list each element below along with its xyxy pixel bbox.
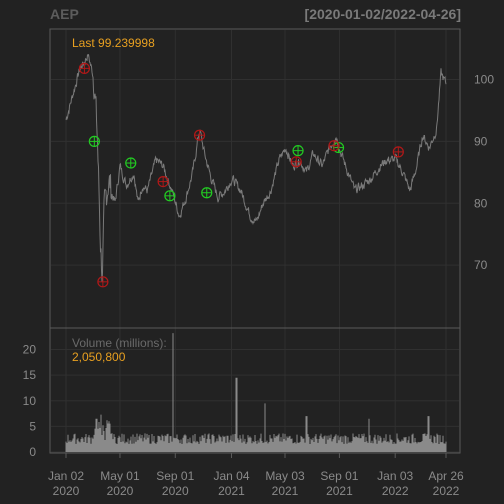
date-tick-year: 2020 [53, 484, 80, 498]
date-tick-month: May 03 [265, 469, 305, 483]
buy-signal-marker [88, 135, 100, 147]
buy-signal-marker [125, 157, 137, 169]
date-tick-month: Sep 01 [156, 469, 194, 483]
volume-tick-label: 0 [29, 445, 36, 459]
volume-last-value: 2,050,800 [72, 350, 126, 364]
date-tick-month: Jan 03 [377, 469, 413, 483]
sell-signal-marker [392, 146, 404, 158]
sell-signal-marker [157, 175, 169, 188]
volume-tick-label: 15 [23, 368, 37, 382]
date-tick-month: Sep 01 [320, 469, 358, 483]
volume-tick-label: 10 [23, 394, 37, 408]
date-tick-year: 2022 [382, 484, 409, 498]
last-price-label: Last 99.239998 [72, 36, 155, 50]
volume-panel-frame [49, 327, 461, 454]
price-tick-label: 70 [474, 258, 488, 272]
date-tick-month: May 01 [100, 469, 140, 483]
buy-signal-marker [201, 187, 213, 199]
price-tick-label: 100 [474, 73, 494, 87]
volume-title: Volume (millions): [72, 336, 167, 350]
price-tick-label: 90 [474, 134, 488, 148]
sell-signal-marker [290, 156, 302, 168]
volume-tick-label: 5 [29, 419, 36, 433]
date-tick-year: 2020 [162, 484, 189, 498]
date-tick-month: Jan 04 [213, 469, 249, 483]
date-tick-year: 2020 [107, 484, 134, 498]
price-tick-label: 80 [474, 196, 488, 210]
sell-signal-marker [97, 276, 109, 288]
sell-signal-marker [328, 140, 340, 152]
sell-signal-marker [193, 129, 206, 141]
buy-signal-marker [164, 190, 176, 202]
buy-signal-marker [292, 145, 304, 157]
price-series-line [65, 54, 447, 282]
date-tick-month: Apr 26 [428, 469, 464, 483]
date-tick-year: 2022 [433, 484, 460, 498]
date-tick-year: 2021 [272, 484, 299, 498]
volume-tick-label: 20 [23, 343, 37, 357]
chart-date-range: [2020-01-02/2022-04-26] [304, 6, 461, 22]
date-tick-year: 2021 [218, 484, 245, 498]
date-tick-month: Jan 02 [48, 469, 84, 483]
sell-signal-marker [78, 62, 91, 74]
date-tick-year: 2021 [326, 484, 353, 498]
price-panel-frame [49, 28, 461, 329]
chart-symbol-title: AEP [50, 6, 79, 22]
